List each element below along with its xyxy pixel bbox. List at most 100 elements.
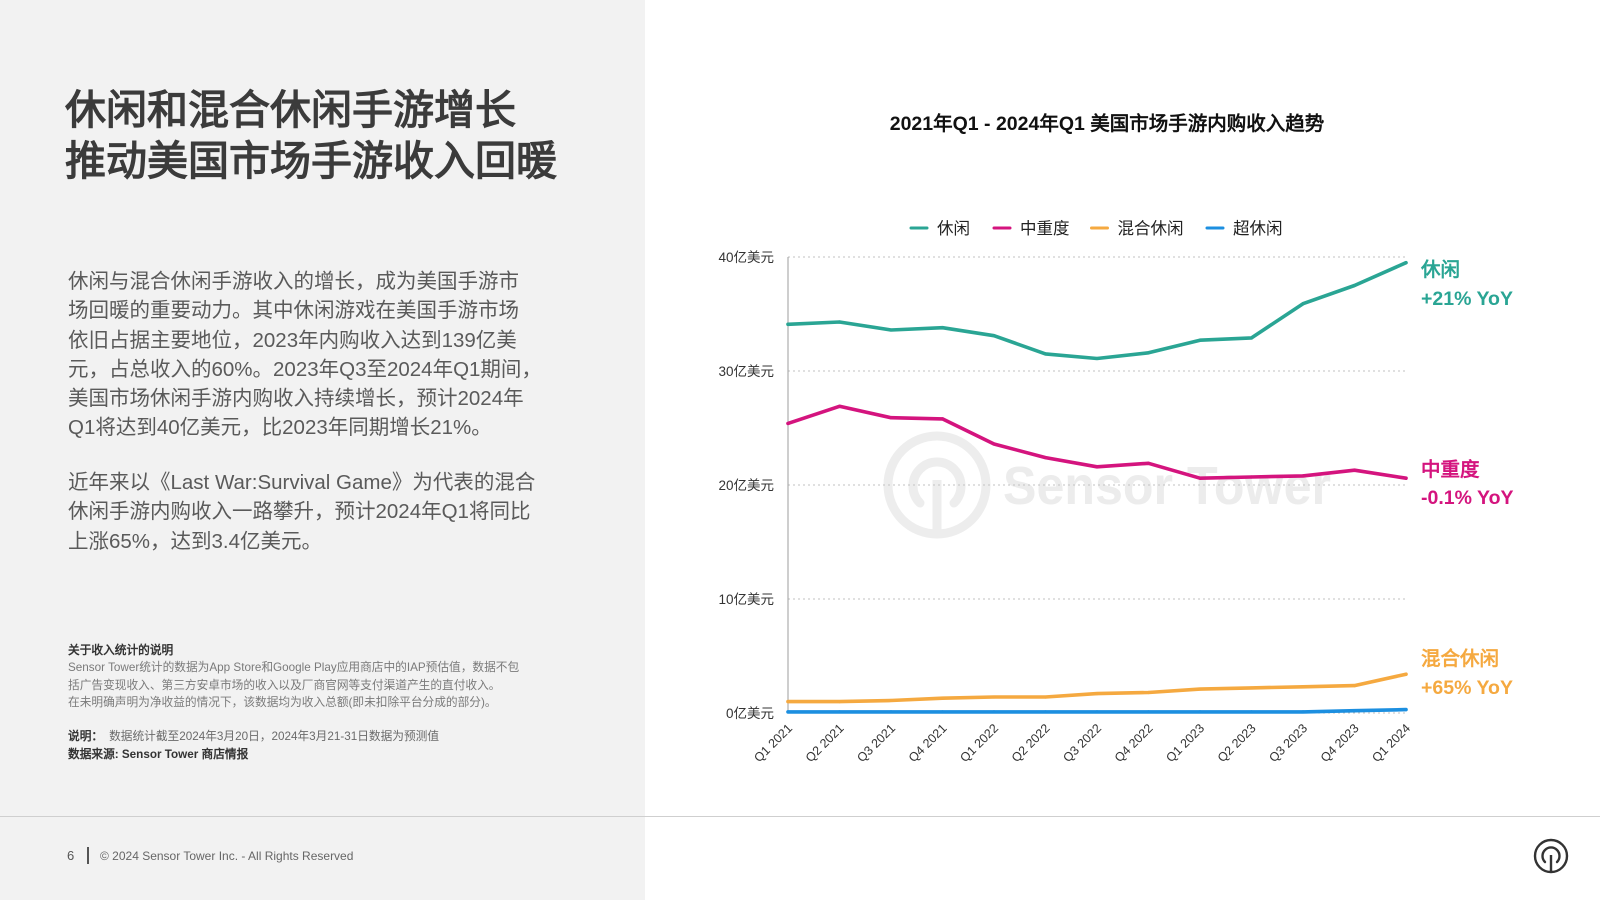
data-point [837,710,842,714]
x-tick-label: Q1 2023 [1163,721,1207,765]
page-number: 6 [67,848,75,863]
data-point [837,404,842,408]
data-point [786,710,790,714]
data-point [1301,474,1305,478]
data-point [889,416,893,420]
data-point [1249,710,1254,714]
data-point [1301,685,1305,689]
paragraph-line: 场回暖的重要动力。其中休闲游戏在美国手游市场 [68,299,519,323]
data-point [786,322,790,326]
paragraph-line: 元，占总收入的60%。2023年Q3至2024年Q1期间， [68,357,542,381]
remark-label: 说明： [68,730,104,743]
sensor-tower-logo-icon [1533,838,1569,874]
data-point [992,695,996,699]
data-point [1043,352,1048,356]
watermark-logo-arc [908,457,966,508]
data-point [1198,338,1202,342]
series-yoy-change: +65% YoY [1421,677,1513,699]
data-point [940,710,945,714]
hybrid-casual-paragraph: 近年来以《Last War:Survival Game》为代表的混合 休闲手游内… [68,468,535,556]
data-point [992,442,996,446]
x-tick-label: Q2 2023 [1215,721,1259,765]
series-line-0 [786,260,1408,361]
paragraph-line: 休闲手游内购收入一路攀升，预计2024年Q1将同比 [68,500,531,524]
legend-label: 超休闲 [1233,219,1283,238]
x-tick-label: Q2 2022 [1009,721,1053,765]
data-point [1146,351,1151,355]
footer-divider [0,816,1600,817]
data-point [1352,468,1357,472]
left-panel [0,0,645,900]
data-point [1249,686,1254,690]
data-point [1146,710,1151,714]
remark-text: 数据统计截至2024年3月20日，2024年3月21-31日数据为预测值 [109,730,440,743]
x-tick-label: Q1 2024 [1369,721,1413,765]
paragraph-line: Q1将达到40亿美元，比2023年同期增长21%。 [68,416,492,440]
paragraph-line: 休闲与混合休闲手游收入的增长，成为美国手游市 [68,270,519,293]
data-source: 数据来源: Sensor Tower 商店情报 [68,748,249,761]
data-point [1249,475,1254,479]
intro-paragraph: 休闲与混合休闲手游收入的增长，成为美国手游市 场回暖的重要动力。其中休闲游戏在美… [68,267,542,443]
series-end-label: 中重度 [1421,458,1480,481]
data-point [1095,356,1099,361]
series-end-label: 混合休闲 [1421,647,1499,670]
x-tick-label: Q4 2021 [906,721,950,765]
chart-title: 2021年Q1 - 2024年Q1 美国市场手游内购收入趋势 [890,112,1325,135]
paragraph-line: 美国市场休闲手游内购收入持续增长，预计2024年 [68,387,524,411]
paragraph-line: 上涨65%，达到3.4亿美元。 [68,529,323,553]
data-point [786,700,790,704]
data-point [1352,283,1357,288]
x-tick-label: Q3 2022 [1060,721,1104,765]
data-point [1095,692,1099,696]
series-yoy-change: +21% YoY [1421,288,1513,310]
data-point [1404,707,1408,712]
x-tick-label: Q1 2021 [751,721,795,765]
paragraph-line: 依旧占据主要地位，2023年内购收入达到139亿美 [68,328,517,352]
x-tick-label: Q3 2023 [1266,721,1310,765]
x-tick-label: Q2 2021 [803,721,847,765]
legend-label: 混合休闲 [1118,219,1184,238]
series-end-label: 休闲 [1420,258,1460,281]
y-tick-label: 40亿美元 [718,250,774,265]
footer-separator [87,847,89,864]
data-point [837,700,842,704]
y-tick-label: 10亿美元 [718,592,774,607]
data-point [940,696,945,700]
note-line: 括广告变现收入、第三方安卓市场的收入以及厂商官网等支付渠道产生的直付收入。 [68,678,501,692]
legend-label: 休闲 [937,219,970,238]
x-tick-label: Q3 2021 [854,721,898,765]
data-point [1146,461,1151,465]
page-title-line: 休闲和混合休闲手游增长 [65,87,516,133]
data-point [786,421,790,426]
x-tick-label: Q1 2022 [957,721,1001,765]
series-layer [786,260,1408,714]
data-point [1095,465,1099,469]
legend: 休闲 中重度 混合休闲 超休闲 [909,219,1283,238]
data-point [1301,710,1305,714]
note-line: 在未明确声明为净收益的情况下，该数据均为收入总额(即未扣除平台分成的部分)。 [68,696,497,710]
x-tick-label: Q4 2023 [1318,721,1362,765]
data-point [1146,690,1151,695]
watermark-text: Sensor Tower [1003,456,1331,516]
data-point [1198,710,1202,714]
data-point [1404,672,1408,676]
data-point [1043,456,1048,460]
data-point [1404,261,1408,265]
data-point [1404,476,1408,480]
data-point [1249,336,1254,340]
data-remark: 说明： 数据统计截至2024年3月20日，2024年3月21-31日数据为预测值 [68,728,439,746]
series-line-2 [786,672,1408,704]
data-point [1198,687,1202,691]
data-point [1095,710,1099,714]
page-title-line: 推动美国市场手游收入回暖 [65,138,557,184]
revenue-trend-chart: Sensor Tower 2021年Q1 - 2024年Q1 美国市场手游内购收… [718,112,1569,874]
data-point [837,320,842,324]
data-point [1352,709,1357,713]
data-point [1352,684,1357,688]
data-point [1198,476,1202,480]
data-point [992,710,996,714]
logo-arc [1541,846,1561,864]
watermark: Sensor Tower [883,431,1331,539]
data-point [1043,695,1048,699]
data-point [1043,710,1048,714]
